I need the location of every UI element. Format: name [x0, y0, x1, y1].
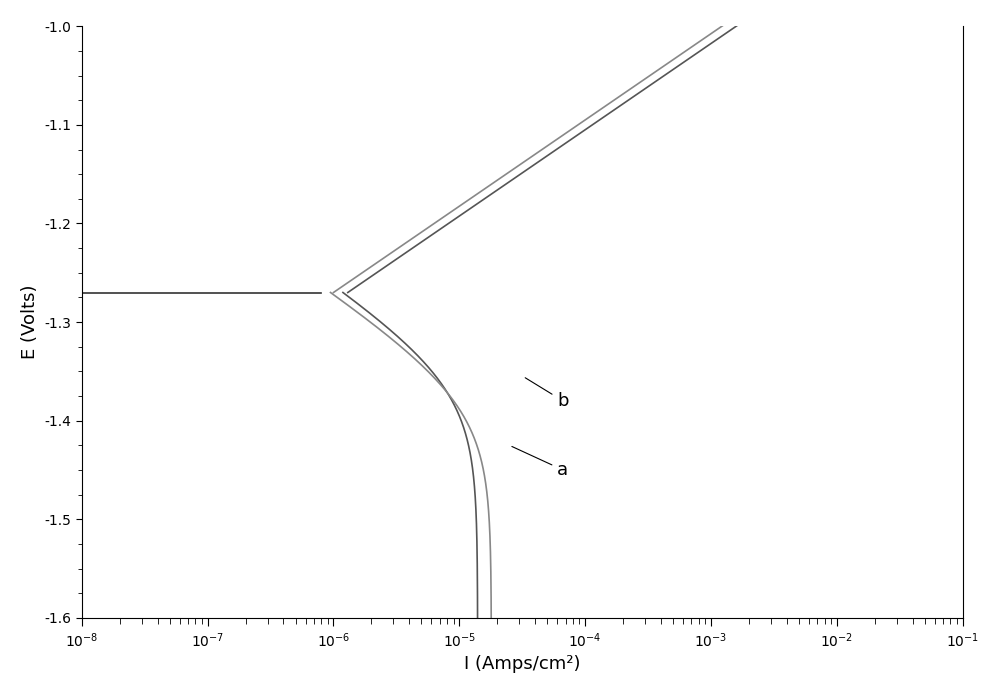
Y-axis label: E (Volts): E (Volts)	[21, 285, 39, 359]
X-axis label: I (Amps/cm²): I (Amps/cm²)	[464, 655, 580, 673]
Text: a: a	[512, 446, 568, 479]
Text: b: b	[525, 378, 569, 410]
